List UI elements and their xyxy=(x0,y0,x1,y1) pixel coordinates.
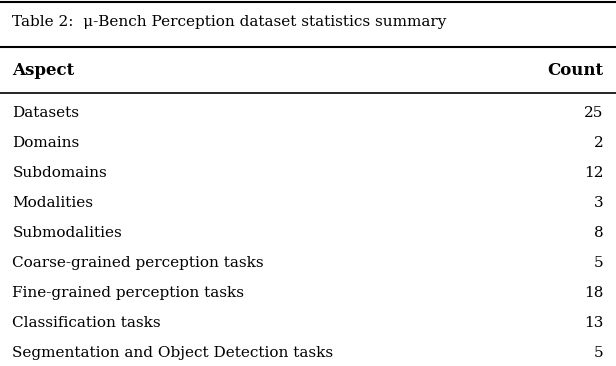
Text: Count: Count xyxy=(548,62,604,79)
Text: 8: 8 xyxy=(594,226,604,240)
Text: 18: 18 xyxy=(585,286,604,300)
Text: Domains: Domains xyxy=(12,136,79,150)
Text: 5: 5 xyxy=(594,256,604,270)
Text: 12: 12 xyxy=(584,166,604,180)
Text: Table 2:  μ-Bench Perception dataset statistics summary: Table 2: μ-Bench Perception dataset stat… xyxy=(12,15,447,29)
Text: Fine-grained perception tasks: Fine-grained perception tasks xyxy=(12,286,245,300)
Text: 3: 3 xyxy=(594,196,604,210)
Text: 25: 25 xyxy=(585,106,604,120)
Text: Classification tasks: Classification tasks xyxy=(12,316,161,330)
Text: Coarse-grained perception tasks: Coarse-grained perception tasks xyxy=(12,256,264,270)
Text: Aspect: Aspect xyxy=(12,62,75,79)
Text: 5: 5 xyxy=(594,346,604,360)
Text: 2: 2 xyxy=(594,136,604,150)
Text: Segmentation and Object Detection tasks: Segmentation and Object Detection tasks xyxy=(12,346,333,360)
Text: Modalities: Modalities xyxy=(12,196,93,210)
Text: Subdomains: Subdomains xyxy=(12,166,107,180)
Text: 13: 13 xyxy=(585,316,604,330)
Text: Submodalities: Submodalities xyxy=(12,226,122,240)
Text: Datasets: Datasets xyxy=(12,106,79,120)
